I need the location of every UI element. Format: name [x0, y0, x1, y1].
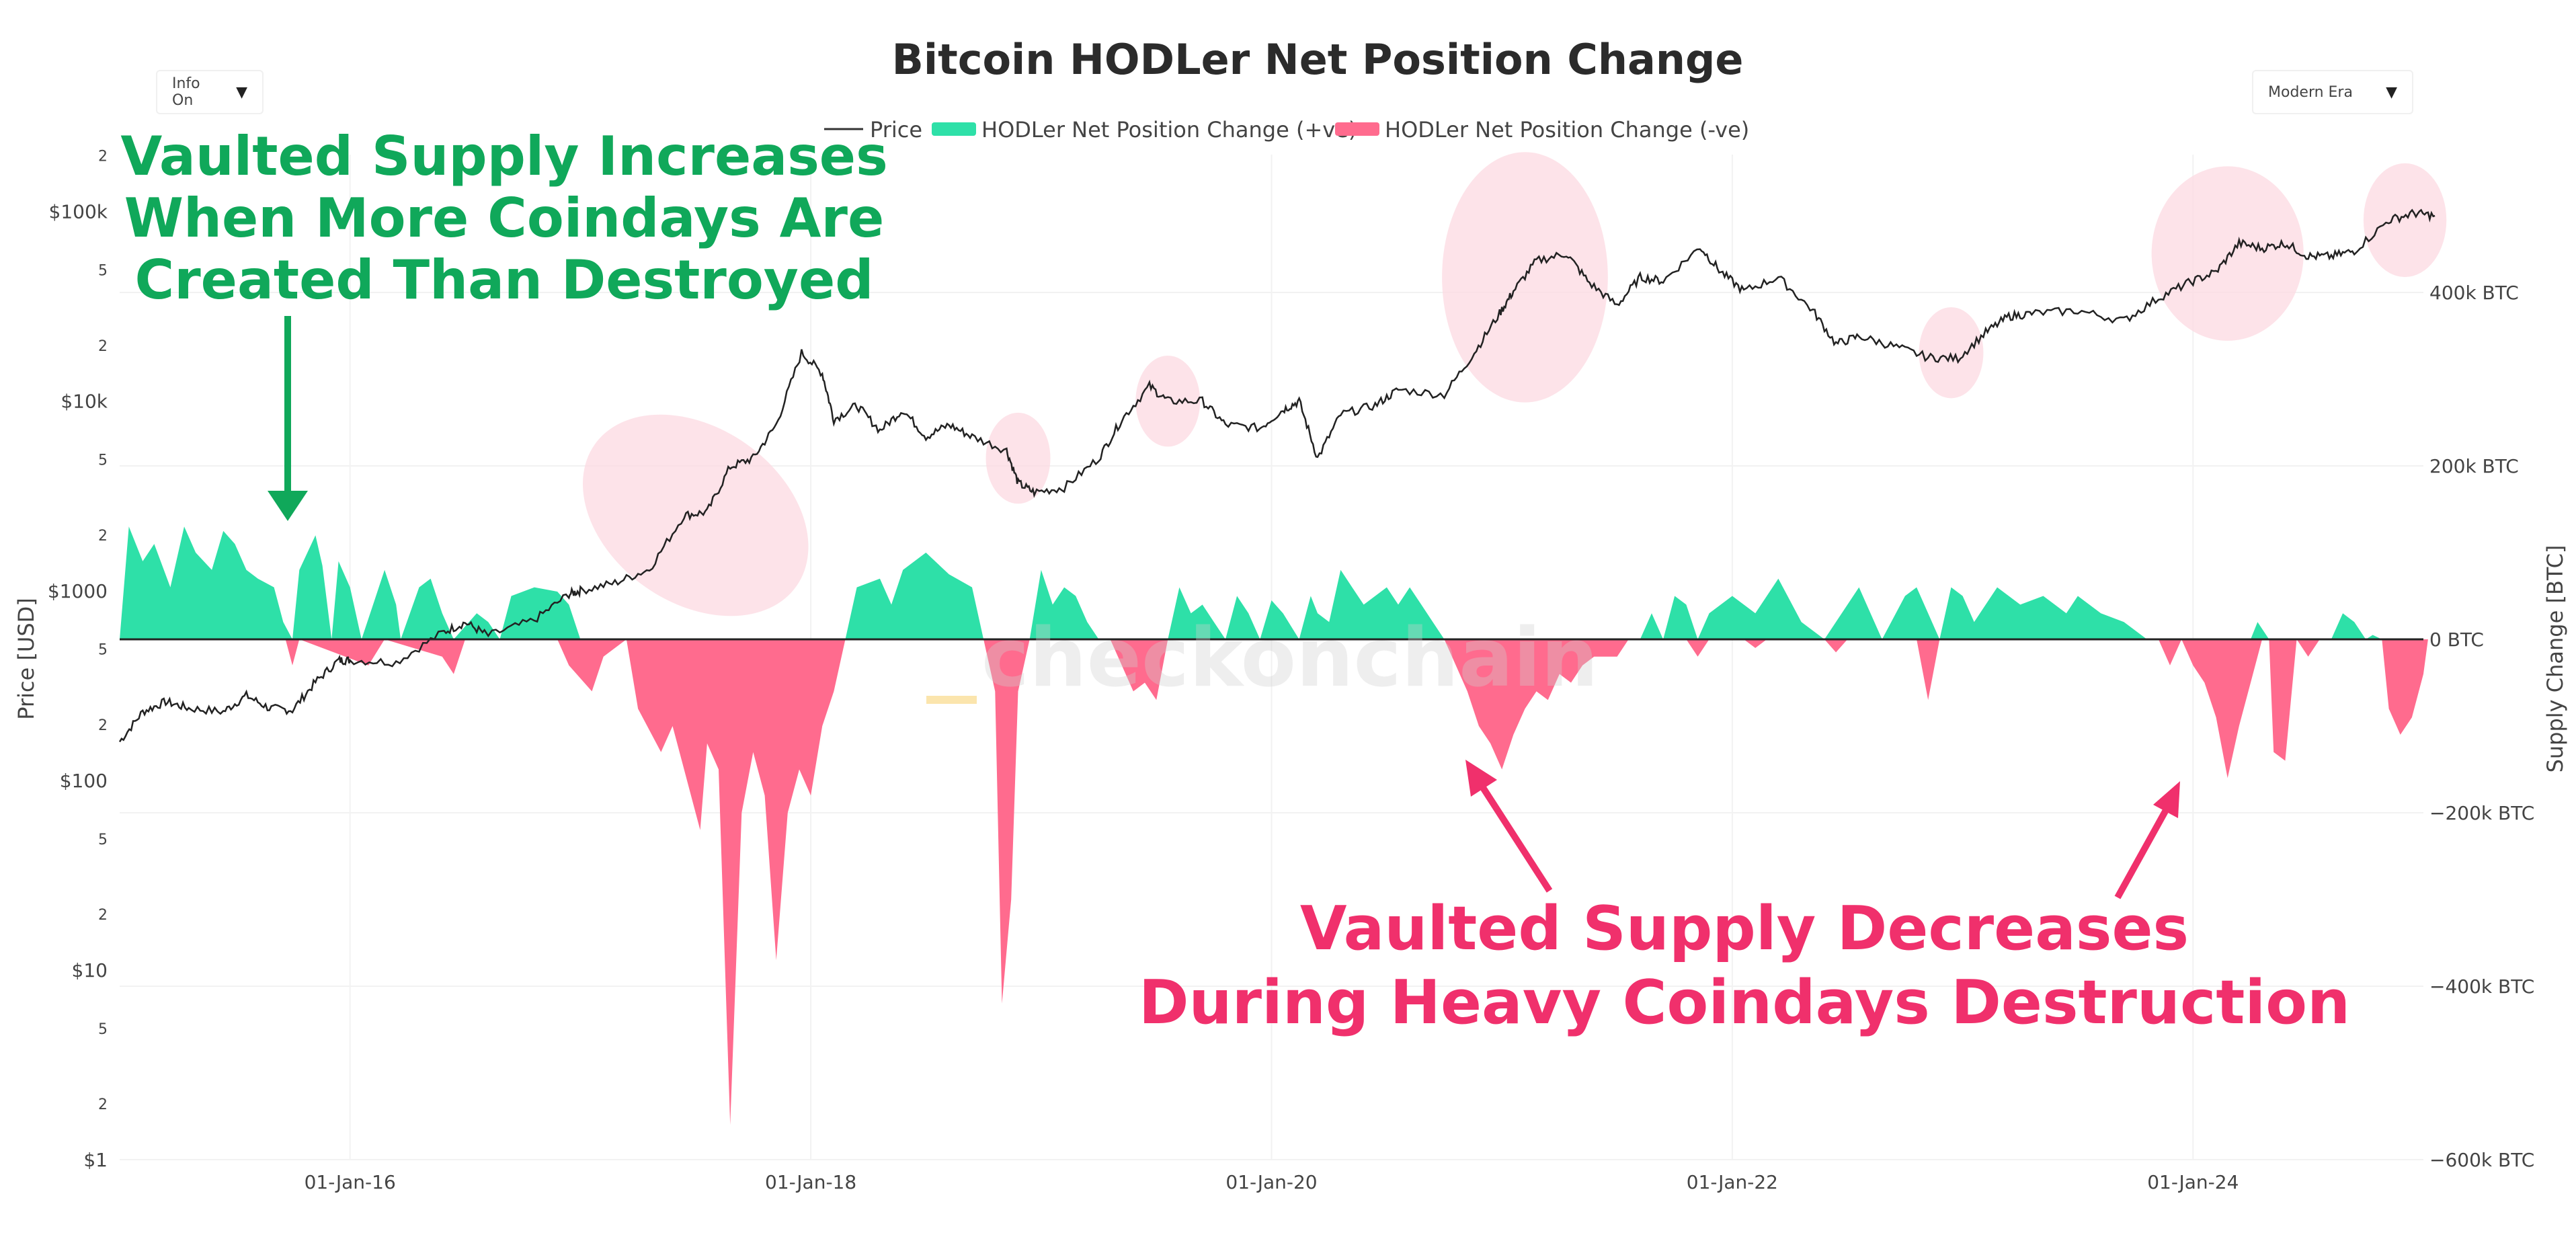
y-right-tick-label: −200k BTC	[2429, 802, 2534, 824]
y-right-tick-label: −400k BTC	[2429, 975, 2534, 998]
x-axis-ticks: 01-Jan-16 01-Jan-18 01-Jan-20 01-Jan-22 01-J…	[305, 1171, 2239, 1193]
y-right-axis-ticks: −600k BTC −400k BTC −200k BTC 0 BTC 200k BTC…	[2429, 282, 2534, 1171]
y-left-tick-label: 2	[98, 717, 108, 734]
x-tick-label: 01-Jan-24	[2147, 1171, 2239, 1193]
arrow-right-shaft	[2114, 808, 2169, 899]
y-left-tick-label: $100	[60, 770, 108, 792]
chart-title: Bitcoin HODLer Net Position Change	[892, 35, 1744, 84]
annotation-pink-line-1: Vaulted Supply Decreases	[1300, 893, 2189, 964]
y-left-tick-label: 5	[98, 263, 108, 280]
y-left-tick-label: $100k	[49, 201, 108, 223]
y-right-axis-title: Supply Change [BTC]	[2542, 545, 2568, 773]
y-right-tick-label: 0 BTC	[2429, 629, 2484, 651]
y-left-tick-label: 2	[98, 149, 108, 165]
y-left-axis-ticks: $1 2 5 $10 2 5 $100 2 5 $1000 2 5 $10k 2 5 $100k 2	[48, 149, 108, 1171]
watermark: checkonchain	[926, 612, 1599, 705]
info-toggle-label: Info On	[172, 75, 200, 109]
annotation-increase: Vaulted Supply Increases When More Coind…	[120, 125, 888, 521]
net-change-areas	[120, 526, 2428, 1125]
price-line	[118, 208, 2436, 743]
arrow-left-shaft	[1479, 785, 1553, 893]
x-tick-label: 01-Jan-22	[1687, 1171, 1778, 1193]
up-left-arrow-icon	[1465, 760, 1497, 797]
highlight-ellipse	[2363, 163, 2447, 278]
y-left-tick-label: 5	[98, 1021, 108, 1038]
annotation-green-line-1: Vaulted Supply Increases	[120, 125, 887, 188]
y-left-tick-label: 2	[98, 907, 108, 924]
annotation-green-line-2: When More Coindays Are	[124, 187, 884, 249]
legend-positive-label: HODLer Net Position Change (+ve)	[981, 117, 1357, 143]
caret-down-icon: ▼	[236, 83, 247, 101]
highlight-ellipse	[1919, 307, 1984, 399]
y-left-tick-label: 5	[98, 452, 108, 469]
y-right-tick-label: 400k BTC	[2429, 282, 2519, 304]
y-left-tick-label: $10	[72, 959, 108, 982]
x-tick-label: 01-Jan-16	[305, 1171, 396, 1193]
watermark-text: checkonchain	[981, 612, 1599, 705]
x-tick-label: 01-Jan-20	[1225, 1171, 1317, 1193]
legend: Price HODLer Net Position Change (+ve) H…	[824, 117, 1749, 143]
highlight-ellipse	[2151, 166, 2304, 341]
legend-negative-label: HODLer Net Position Change (-ve)	[1385, 117, 1749, 143]
legend-negative-swatch	[1335, 122, 1379, 136]
era-select-dropdown[interactable]: Modern Era ▼	[2252, 70, 2413, 114]
y-right-tick-label: −600k BTC	[2429, 1149, 2534, 1171]
era-select-label: Modern Era	[2268, 83, 2353, 101]
up-right-arrow-icon	[2153, 781, 2180, 818]
y-right-tick-label: 200k BTC	[2429, 455, 2519, 477]
y-left-tick-label: 2	[98, 338, 108, 355]
y-left-tick-label: 5	[98, 832, 108, 848]
y-left-axis-title: Price [USD]	[13, 598, 39, 720]
y-left-tick-label: 5	[98, 642, 108, 659]
legend-positive-swatch	[932, 122, 976, 136]
caret-down-icon: ▼	[2386, 83, 2397, 101]
highlight-ellipse	[985, 412, 1051, 504]
negative-change-area	[285, 639, 2428, 1125]
y-left-tick-label: $1	[83, 1149, 108, 1171]
annotation-green-line-3: Created Than Destroyed	[135, 249, 874, 311]
y-left-tick-label: 2	[98, 528, 108, 545]
legend-price-label: Price	[870, 117, 922, 143]
annotation-decrease: Vaulted Supply Decreases During Heavy Co…	[1139, 760, 2350, 1038]
y-left-tick-label: $1000	[48, 580, 108, 602]
y-left-tick-label: $10k	[61, 391, 108, 413]
highlight-ellipse	[1135, 355, 1201, 447]
annotation-pink-line-2: During Heavy Coindays Destruction	[1139, 967, 2350, 1038]
info-toggle-dropdown[interactable]: Info On ▼	[156, 70, 264, 114]
positive-change-area	[120, 526, 2382, 639]
x-tick-label: 01-Jan-18	[765, 1171, 856, 1193]
y-left-tick-label: 2	[98, 1096, 108, 1113]
down-arrow-icon	[268, 491, 308, 521]
